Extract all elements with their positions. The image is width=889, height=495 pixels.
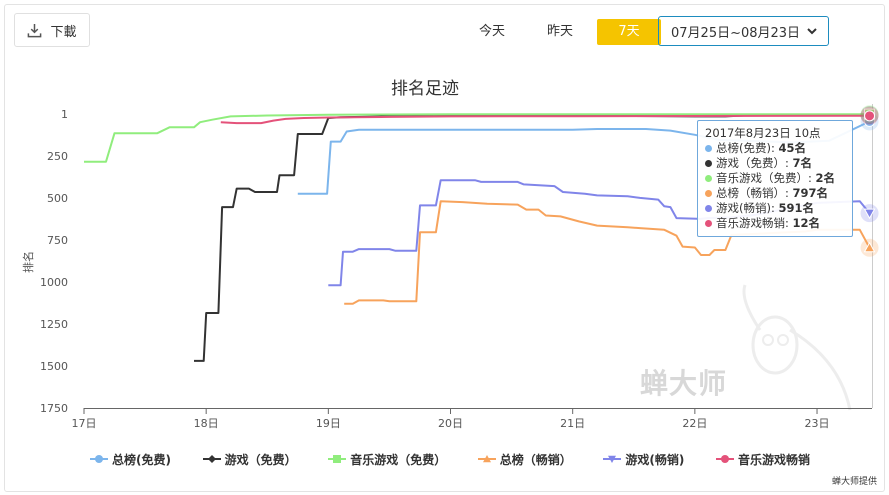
series-line-3 <box>344 200 871 305</box>
tooltip-series-value: 45名 <box>778 141 807 155</box>
tooltip-row: 游戏（免费）: 7名 <box>705 156 845 171</box>
series-line-2 <box>84 113 870 163</box>
tooltip-separator: : <box>785 186 793 200</box>
x-tick-label: 22日 <box>682 417 707 430</box>
y-tick-label: 1500 <box>40 360 68 373</box>
credit-text: 蝉大师提供 <box>831 477 877 487</box>
download-label: 下載 <box>50 23 77 39</box>
x-tick-label: 20日 <box>438 417 463 430</box>
legend-item-3[interactable]: 总榜（畅销） <box>477 451 572 468</box>
tooltip-series-dot <box>705 145 712 152</box>
y-tick-label: 1750 <box>40 402 68 415</box>
tooltip-row: 音乐游戏（免费）: 2名 <box>705 171 845 186</box>
tooltip-series-label: 音乐游戏畅销 <box>716 216 785 230</box>
chevron-down-icon <box>807 28 817 35</box>
x-tick-label: 17日 <box>72 417 97 430</box>
tooltip-series-value: 12名 <box>792 216 821 230</box>
range-7days-button[interactable]: 7天 <box>597 19 661 45</box>
legend-marker-icon <box>477 455 496 463</box>
legend-item-0[interactable]: 总榜(免费) <box>90 451 171 468</box>
legend-marker-icon <box>715 455 734 463</box>
tooltip-series-value: 2名 <box>815 171 836 185</box>
download-icon <box>28 23 42 37</box>
y-tick-label: 500 <box>47 192 68 205</box>
download-button[interactable]: 下載 <box>14 13 90 47</box>
tooltip-separator: : <box>770 201 779 215</box>
legend-label: 总榜（畅销） <box>499 452 572 467</box>
tooltip-series-dot <box>705 160 712 167</box>
date-range-select[interactable]: 07月25日~08月23日 <box>658 16 829 46</box>
legend-item-5[interactable]: 音乐游戏畅销 <box>715 451 810 468</box>
range-today-button[interactable]: 今天 <box>478 24 505 39</box>
tooltip-series-label: 音乐游戏（免费） <box>716 171 808 185</box>
y-tick-label: 1000 <box>40 276 68 289</box>
legend-label: 总榜(免费) <box>112 452 171 467</box>
chart-title: 排名足迹 <box>391 79 459 99</box>
tooltip-series-dot <box>705 190 712 197</box>
y-tick-label: 750 <box>47 234 68 247</box>
range-yesterday-button[interactable]: 昨天 <box>546 24 573 39</box>
legend-label: 游戏（免费） <box>224 452 297 467</box>
y-axis-label: 排名 <box>21 251 35 273</box>
y-tick-label: 250 <box>47 150 68 163</box>
tooltip-separator: : <box>785 216 793 230</box>
x-tick-label: 19日 <box>316 417 341 430</box>
tooltip-series-dot <box>705 175 712 182</box>
tooltip-header: 2017年8月23日 10点 <box>705 126 821 140</box>
legend-label: 音乐游戏（免费） <box>350 452 447 467</box>
y-tick-label: 1250 <box>40 318 68 331</box>
tooltip-series-label: 游戏(畅销) <box>716 201 771 215</box>
hover-marker-4 <box>863 208 876 220</box>
tooltip-series-dot <box>705 205 712 212</box>
tooltip-row: 总榜（畅销）: 797名 <box>705 186 845 201</box>
cicada-watermark-icon <box>742 284 852 411</box>
date-range-value: 07月25日~08月23日 <box>671 25 801 41</box>
legend-marker-icon <box>90 455 108 463</box>
tooltip-series-label: 游戏（免费） <box>716 156 785 170</box>
legend-label: 音乐游戏畅销 <box>737 452 810 467</box>
x-tick-label: 21日 <box>560 417 585 430</box>
watermark-text: 蝉大师 <box>640 367 728 400</box>
legend-marker-icon <box>328 455 347 463</box>
tooltip-row: 游戏(畅销): 591名 <box>705 201 845 216</box>
series-line-5 <box>220 114 870 125</box>
legend-item-2[interactable]: 音乐游戏（免费） <box>328 451 446 468</box>
chart-panel <box>4 4 885 492</box>
hover-marker-3 <box>863 241 876 253</box>
tooltip-separator: : <box>770 141 779 155</box>
tooltip-row: 音乐游戏畅销: 12名 <box>705 216 845 231</box>
x-tick-label: 18日 <box>194 417 219 430</box>
y-tick-label: 1 <box>61 108 68 121</box>
tooltip-row: 总榜(免费): 45名 <box>705 141 845 156</box>
legend-label: 游戏(畅销) <box>625 452 685 467</box>
legend-marker-icon <box>202 455 221 463</box>
tooltip-series-value: 797名 <box>792 186 829 200</box>
tooltip-separator: : <box>808 171 816 185</box>
tooltip-series-value: 7名 <box>792 156 813 170</box>
tooltip-series-label: 总榜（畅销） <box>716 186 785 200</box>
hover-marker-5 <box>864 110 876 122</box>
tooltip-series-label: 总榜(免费) <box>716 141 771 155</box>
tooltip-separator: : <box>785 156 793 170</box>
chart-tooltip: 2017年8月23日 10点 总榜(免费): 45名 游戏（免费）: 7名 音乐游戏… <box>697 120 853 237</box>
chart-legend: 总榜(免费) 游戏（免费） 音乐游戏（免费） 总榜（畅销） 游戏(畅销) 音乐游戏畅销 <box>90 448 810 470</box>
x-tick-label: 23日 <box>805 417 830 430</box>
tooltip-series-dot <box>705 220 712 227</box>
legend-marker-icon <box>603 455 622 463</box>
tooltip-series-value: 591名 <box>778 201 815 215</box>
legend-item-1[interactable]: 游戏（免费） <box>202 451 297 468</box>
legend-item-4[interactable]: 游戏(畅销) <box>603 451 684 468</box>
